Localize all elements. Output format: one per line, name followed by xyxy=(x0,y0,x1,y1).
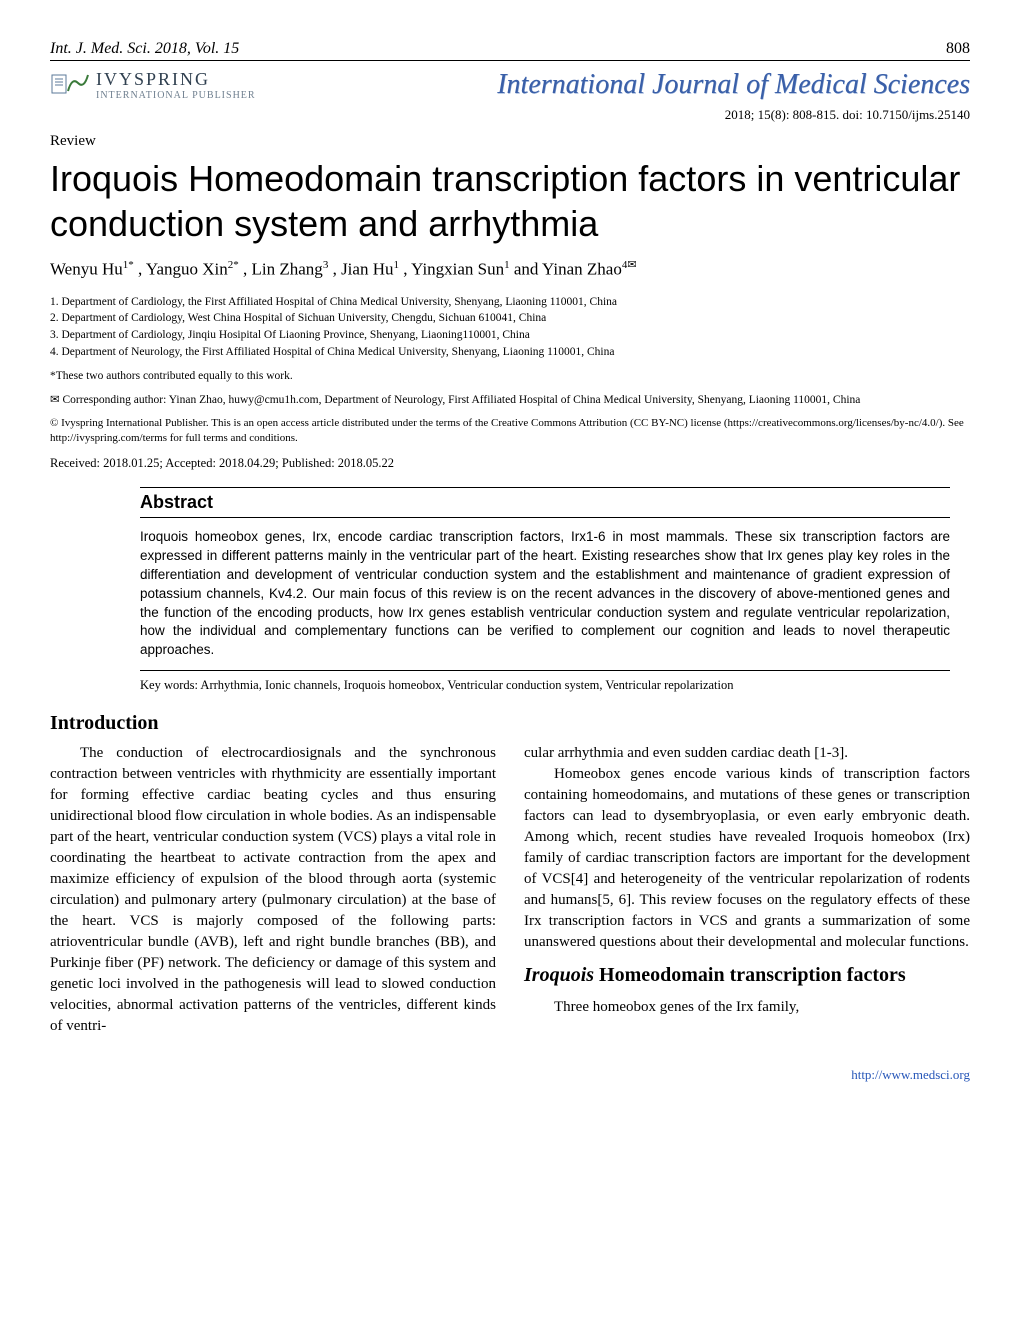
affiliation-item: Department of Cardiology, West China Hos… xyxy=(50,310,970,327)
abstract-body: Iroquois homeobox genes, Irx, encode car… xyxy=(140,528,950,660)
author: , Jian Hu xyxy=(333,260,394,279)
author-affil-mark: 1* xyxy=(123,259,134,271)
running-header: Int. J. Med. Sci. 2018, Vol. 15 808 xyxy=(50,40,970,61)
body-paragraph: Three homeobox genes of the Irx family, xyxy=(524,997,970,1018)
publisher-logo-icon xyxy=(50,69,90,101)
article-title: Iroquois Homeodomain transcription facto… xyxy=(50,156,970,246)
publisher-badge: IVYSPRING INTERNATIONAL PUBLISHER xyxy=(50,69,256,101)
article-body: Introduction The conduction of electroca… xyxy=(50,712,970,1037)
equal-contribution-note: *These two authors contributed equally t… xyxy=(50,370,970,382)
section-heading-introduction: Introduction xyxy=(50,712,970,735)
author: and Yinan Zhao xyxy=(514,260,622,279)
body-paragraph: Homeobox genes encode various kinds of t… xyxy=(524,764,970,953)
article-type-label: Review xyxy=(50,133,970,150)
publisher-journal-row: IVYSPRING INTERNATIONAL PUBLISHER Intern… xyxy=(50,69,970,101)
author: Wenyu Hu xyxy=(50,260,123,279)
author: , Yanguo Xin xyxy=(138,260,228,279)
publisher-name: IVYSPRING xyxy=(96,69,256,90)
author-affil-mark: 3 xyxy=(323,259,329,271)
journal-short-title: Int. J. Med. Sci. 2018, Vol. 15 xyxy=(50,40,239,58)
body-paragraph: cular arrhythmia and even sudden cardiac… xyxy=(524,743,970,764)
author-affil-mark: 1 xyxy=(504,259,510,271)
affiliation-item: Department of Cardiology, Jinqiu Hosipit… xyxy=(50,327,970,344)
affiliation-item: Department of Neurology, the First Affil… xyxy=(50,344,970,361)
page-number: 808 xyxy=(946,40,970,58)
author-list: Wenyu Hu1* , Yanguo Xin2* , Lin Zhang3 ,… xyxy=(50,258,970,280)
footer-url: http://www.medsci.org xyxy=(50,1067,970,1083)
author-affil-mark: 4✉ xyxy=(622,259,637,271)
publisher-text: IVYSPRING INTERNATIONAL PUBLISHER xyxy=(96,69,256,101)
article-dates: Received: 2018.01.25; Accepted: 2018.04.… xyxy=(50,456,970,471)
body-columns: The conduction of electrocardiosignals a… xyxy=(50,743,970,1037)
publisher-subtitle: INTERNATIONAL PUBLISHER xyxy=(96,90,256,101)
author: , Yingxian Sun xyxy=(403,260,504,279)
abstract-heading: Abstract xyxy=(140,487,950,518)
author-affil-mark: 2* xyxy=(228,259,239,271)
affiliation-list: Department of Cardiology, the First Affi… xyxy=(50,294,970,361)
license-text: © Ivyspring International Publisher. Thi… xyxy=(50,416,970,446)
section-heading-rest: Homeodomain transcription factors xyxy=(599,964,906,986)
author: , Lin Zhang xyxy=(243,260,323,279)
body-paragraph: The conduction of electrocardiosignals a… xyxy=(50,743,496,1037)
keywords-line: Key words: Arrhythmia, Ionic channels, I… xyxy=(140,670,950,694)
journal-full-title: International Journal of Medical Science… xyxy=(497,69,970,101)
section-heading-italic-part: Iroquois xyxy=(524,964,594,986)
section-heading-iroquois: Iroquois Homeodomain transcription facto… xyxy=(524,961,970,989)
affiliation-item: Department of Cardiology, the First Affi… xyxy=(50,294,970,311)
corresponding-author: ✉ Corresponding author: Yinan Zhao, huwy… xyxy=(50,392,970,406)
abstract-block: Abstract Iroquois homeobox genes, Irx, e… xyxy=(140,487,950,694)
issue-doi-line: 2018; 15(8): 808-815. doi: 10.7150/ijms.… xyxy=(50,107,970,123)
author-affil-mark: 1 xyxy=(393,259,399,271)
